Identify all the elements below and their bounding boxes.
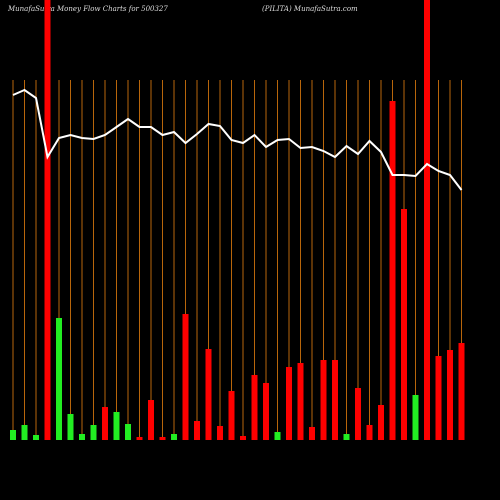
bar	[56, 318, 62, 440]
bar	[21, 425, 28, 440]
bar	[343, 434, 350, 440]
bar	[389, 101, 396, 440]
bar	[79, 434, 85, 440]
bar	[182, 314, 189, 440]
bar	[33, 435, 39, 440]
chart-subtitle: (PILITA) MunafaSutra.com	[262, 5, 358, 13]
bar	[10, 430, 16, 440]
bar	[102, 407, 108, 440]
bar	[309, 427, 315, 440]
bar	[67, 414, 74, 440]
chart-title: MunafaSutra Money Flow Charts for 500327	[7, 5, 168, 13]
bar	[113, 412, 120, 440]
bar	[44, 0, 51, 440]
bar	[424, 0, 430, 440]
bar	[458, 343, 465, 440]
bar	[90, 425, 97, 440]
bar	[159, 437, 166, 440]
bar	[412, 395, 419, 440]
money-flow-line	[12, 88, 463, 191]
bar	[136, 437, 143, 440]
bar	[251, 375, 258, 440]
bar	[240, 436, 246, 440]
bar	[217, 426, 223, 440]
bar	[205, 349, 212, 440]
bar	[194, 421, 200, 440]
bar	[355, 388, 361, 440]
bar	[148, 400, 154, 440]
bar	[435, 356, 442, 440]
bar	[378, 405, 384, 440]
bar	[297, 363, 304, 440]
bar	[401, 209, 407, 440]
bar	[332, 360, 338, 440]
bar	[263, 383, 269, 440]
bar	[286, 367, 292, 440]
bar	[171, 434, 177, 440]
bar	[125, 424, 131, 440]
bar	[320, 360, 327, 440]
bar	[366, 425, 373, 440]
bar	[447, 350, 453, 440]
bar	[274, 432, 281, 440]
bar	[228, 391, 235, 440]
